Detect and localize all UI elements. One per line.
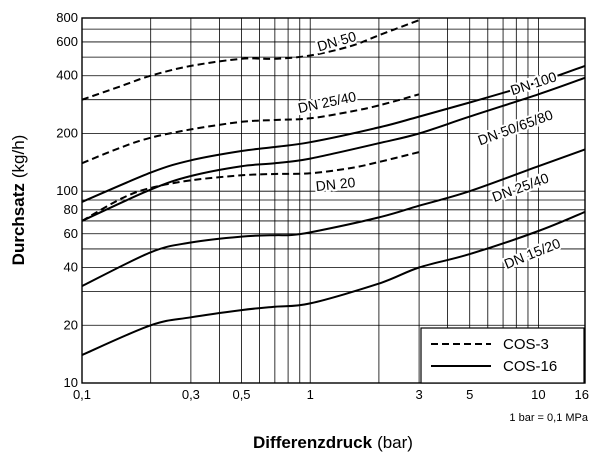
series-label: DN 50 — [315, 28, 358, 54]
legend-label: COS-3 — [503, 336, 549, 353]
y-tick-label: 800 — [56, 10, 78, 25]
series-line — [82, 151, 420, 222]
unit-note: 1 bar = 0,1 MPa — [509, 412, 588, 424]
x-tick-label: 5 — [466, 387, 473, 402]
x-tick-label: 0,3 — [182, 387, 200, 402]
y-axis-title: Durchsatz (kg/h) — [9, 135, 28, 266]
legend-box — [420, 327, 585, 384]
x-tick-label: 10 — [531, 387, 545, 402]
legend: COS-3 COS-16 — [420, 327, 585, 384]
x-tick-label: 1 — [307, 387, 314, 402]
series-line — [82, 210, 585, 356]
series-label: DN 25/40 — [296, 88, 357, 116]
series-line — [82, 148, 585, 287]
grid — [82, 18, 585, 383]
y-tick-label: 80 — [64, 202, 78, 217]
series-line — [82, 93, 420, 165]
y-tick-label: 100 — [56, 183, 78, 198]
plot-frame — [81, 17, 586, 384]
y-tick-label: 20 — [64, 317, 78, 332]
x-axis-title-bold: Differenzdruck — [253, 433, 373, 452]
y-tick-label: 60 — [64, 226, 78, 241]
x-tick-label: 3 — [415, 387, 422, 402]
axes: 10 20 40 60 80 100 200 400 600 800 0,1 0,3 0,5 1 3 5 10 1… — [56, 10, 589, 402]
x-tick-label: 16 — [575, 387, 589, 402]
series-line — [82, 19, 420, 101]
x-tick-label: 0,1 — [73, 387, 91, 402]
x-axis-title-unit: (bar) — [377, 433, 413, 452]
y-axis-title-bold: Durchsatz — [9, 183, 28, 265]
x-tick-label: 0,5 — [232, 387, 250, 402]
series-group — [82, 19, 585, 356]
legend-label: COS-16 — [503, 358, 557, 375]
series-line — [82, 64, 585, 203]
x-axis-title: Differenzdruck (bar) — [253, 433, 413, 452]
series-line — [82, 76, 585, 222]
y-tick-label: 40 — [64, 260, 78, 275]
y-tick-label: 400 — [56, 68, 78, 83]
y-axis-title-unit: (kg/h) — [9, 135, 28, 178]
y-tick-label: 600 — [56, 34, 78, 49]
y-tick-label: 10 — [64, 375, 78, 390]
y-tick-label: 200 — [56, 125, 78, 140]
